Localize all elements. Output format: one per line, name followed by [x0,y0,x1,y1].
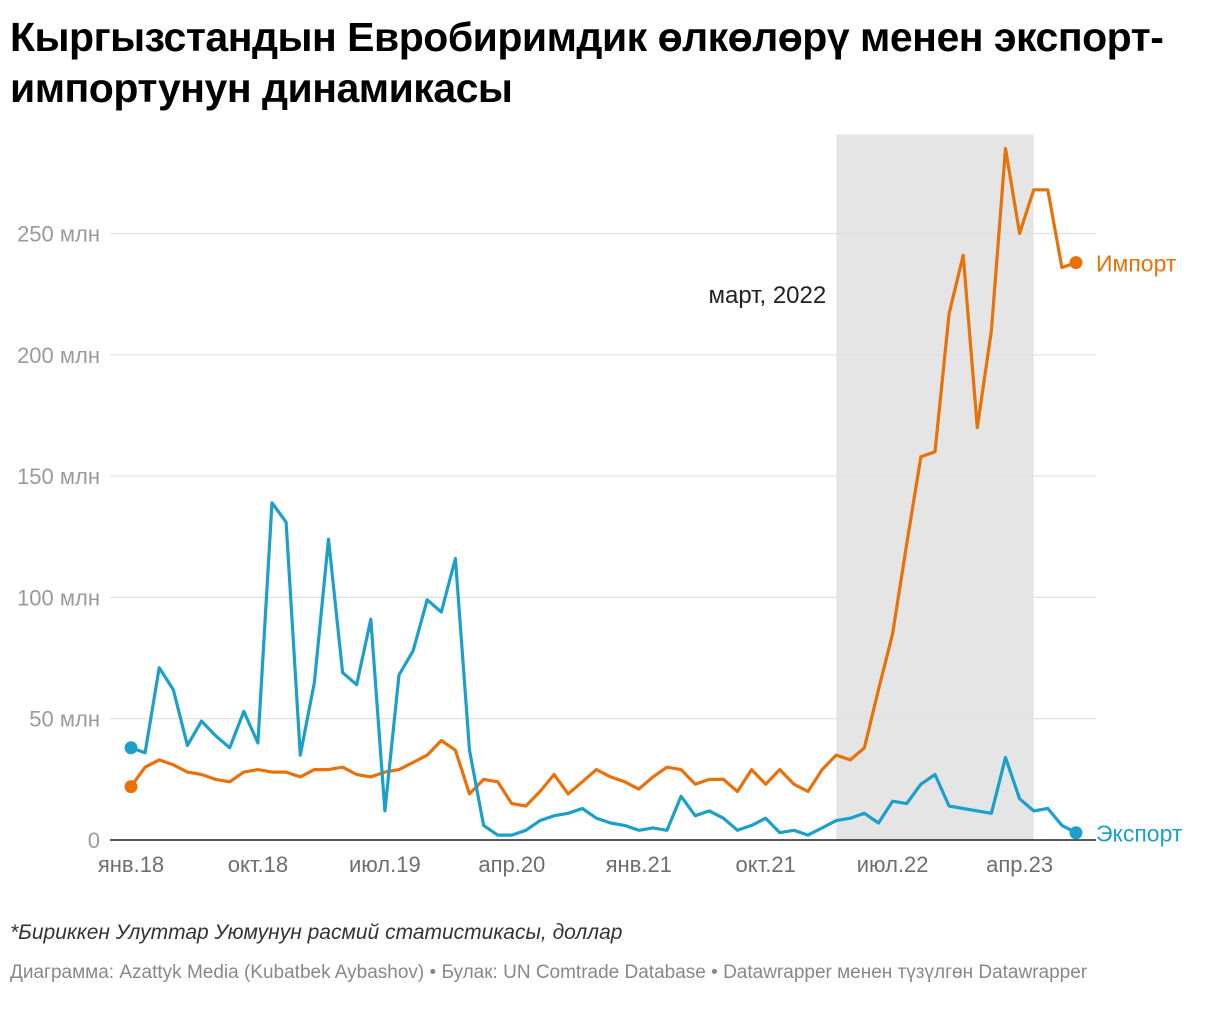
highlight-rect [836,134,1034,840]
gridlines [110,232,1096,720]
chart-title: Кыргызстандын Евробиримдик өлкөлөрү мене… [10,14,1164,111]
x-axis: янв.18 окт.18 июл.19 апр.20 янв.21 окт.21 июл.… [98,852,1053,877]
x-tick-label: янв.18 [98,852,164,877]
y-tick-label: 100 млн [17,585,100,610]
export-start-dot [124,741,138,755]
chart-note: *Бириккен Улуттар Уюмунун расмий статист… [10,921,623,944]
y-tick-label: 0 [88,828,100,853]
x-tick-label: июл.22 [857,852,929,877]
import-start-dot [124,780,138,794]
x-tick-label: окт.21 [736,852,796,877]
import-line [129,147,1078,808]
export-line [129,501,1078,837]
chart-source: Диаграмма: Azattyk Media (Kubatbek Aybas… [10,962,1088,983]
export-end-dot [1069,826,1083,840]
series-lines [124,147,1083,840]
highlight-band: март, 2022 [708,134,1034,840]
series-labels: Импорт Экспорт [1096,251,1183,847]
line-chart: март, 2022 0 50 млн 100 млн 150 млн 200 млн 2… [17,134,1183,877]
x-tick-label: апр.20 [478,852,545,877]
highlight-annotation: март, 2022 [708,282,826,309]
x-tick-label: апр.23 [986,852,1053,877]
x-tick-label: окт.18 [228,852,288,877]
y-tick-label: 250 млн [17,222,100,247]
import-end-dot [1069,256,1083,270]
y-axis: 0 50 млн 100 млн 150 млн 200 млн 250 млн [17,222,100,854]
import-series-label: Импорт [1096,251,1177,277]
x-tick-label: июл.19 [349,852,421,877]
y-tick-label: 150 млн [17,464,100,489]
y-tick-label: 50 млн [29,707,100,732]
export-series-label: Экспорт [1096,821,1183,847]
x-tick-label: янв.21 [606,852,672,877]
y-tick-label: 200 млн [17,343,100,368]
